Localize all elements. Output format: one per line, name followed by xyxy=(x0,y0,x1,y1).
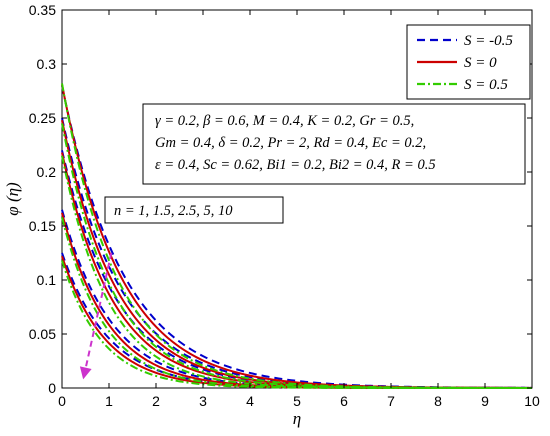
n-annotation-box: n = 1, 1.5, 2.5, 5, 10 xyxy=(104,196,284,224)
legend-label-s-pos: S = 0.5 xyxy=(464,77,508,93)
parameters-line-1: γ = 0.2, β = 0.6, M = 0.4, K = 0.2, Gr =… xyxy=(155,113,414,129)
n-direction-arrow xyxy=(79,252,113,380)
parameters-line-2: Gm = 0.4, δ = 0.2, Pr = 2, Rd = 0.4, Ec … xyxy=(155,135,426,151)
y-axis-label: φ (η) xyxy=(3,182,22,216)
x-tick-label: 4 xyxy=(246,393,254,409)
x-tick-label: 5 xyxy=(293,393,301,409)
x-tick-label: 9 xyxy=(481,393,489,409)
parameters-line-3: ε = 0.4, Sc = 0.62, Bi1 = 0.2, Bi2 = 0.4… xyxy=(155,157,436,173)
n-annotation-text: n = 1, 1.5, 2.5, 5, 10 xyxy=(114,203,233,219)
x-ticks-group: 0 1 2 3 4 5 6 7 8 9 10 xyxy=(58,10,540,409)
x-tick-label: 0 xyxy=(58,393,66,409)
plot-area: 0 1 2 3 4 5 6 7 8 9 10 00.050.10.150.20.250.30.35 … xyxy=(29,2,540,409)
y-tick-label: 0.2 xyxy=(37,164,57,180)
y-ticks-group: 0 0.05 0.1 0.15 0.2 0.25 0.3 0.35 xyxy=(29,2,532,396)
x-tick-label: 10 xyxy=(524,393,540,409)
y-tick-label: 0.05 xyxy=(29,326,56,342)
n-annotation-frame xyxy=(104,196,284,224)
x-tick-label: 8 xyxy=(434,393,442,409)
legend-label-s-zero: S = 0 xyxy=(464,55,497,71)
y-tick-label: 0.25 xyxy=(29,110,56,126)
y-tick-label: 0 xyxy=(48,380,56,396)
y-tick-label: 0.15 xyxy=(29,218,56,234)
x-tick-label: 2 xyxy=(152,393,160,409)
x-tick-label: 7 xyxy=(387,393,395,409)
legend: S = -0.5 S = 0 S = 0.5 xyxy=(406,24,531,100)
parameters-frame xyxy=(142,103,526,185)
x-tick-label: 1 xyxy=(105,393,113,409)
x-tick-label: 6 xyxy=(340,393,348,409)
arrow-head xyxy=(79,366,92,380)
legend-label-s-neg: S = -0.5 xyxy=(464,33,513,49)
x-tick-label: 3 xyxy=(199,393,207,409)
curve-s0.5-n10 xyxy=(61,83,532,389)
parameters-box: γ = 0.2, β = 0.6, M = 0.4, K = 0.2, Gr =… xyxy=(142,103,526,185)
y-tick-label: 0.1 xyxy=(37,272,57,288)
y-tick-label: 0.3 xyxy=(37,56,57,72)
x-axis-label: η xyxy=(293,409,301,428)
y-tick-label: 0.35 xyxy=(29,2,56,18)
curve-s-0.5-n1 xyxy=(61,252,532,389)
arrow-shaft xyxy=(82,252,113,380)
